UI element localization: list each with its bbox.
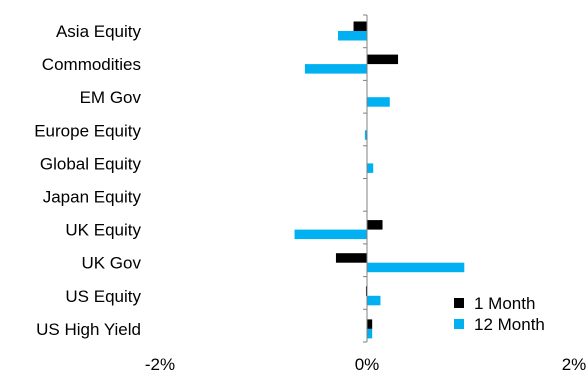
category-labels: Asia Equity Commodities EM Gov Europe Equit… [34, 22, 141, 339]
bar-1-month [367, 220, 383, 230]
bar-1-month [365, 286, 367, 296]
bar-12-month [367, 295, 381, 306]
category-label: Commodities [42, 55, 141, 74]
bar-12-month [367, 97, 390, 107]
x-tick-label: 2% [562, 355, 587, 374]
axes [363, 14, 368, 343]
bar-12-month [294, 229, 367, 240]
category-label: US High Yield [36, 320, 141, 339]
x-tick-labels: -2% 0% 2% [145, 355, 586, 374]
x-tick-label: -2% [145, 355, 175, 374]
category-label: UK Equity [65, 221, 141, 240]
bars-group [294, 21, 465, 339]
x-tick-label: 0% [355, 355, 380, 374]
bar-1-month [353, 21, 367, 31]
legend-label-1-month: 1 Month [474, 294, 535, 313]
legend-label-12-month: 12 Month [474, 315, 545, 334]
bar-1-month [335, 253, 367, 263]
category-label: Europe Equity [34, 121, 141, 140]
category-label: EM Gov [80, 88, 142, 107]
category-label: Japan Equity [43, 188, 142, 207]
bar-12-month [367, 262, 465, 273]
bar-1-month [367, 319, 373, 329]
bar-12-month [338, 31, 367, 41]
legend: 1 Month 12 Month [454, 294, 545, 334]
category-label: Global Equity [40, 154, 142, 173]
bar-12-month [364, 130, 367, 140]
bar-12-month [304, 64, 367, 74]
bar-12-month [367, 328, 373, 339]
category-label: UK Gov [81, 254, 141, 273]
bar-1-month [367, 54, 399, 65]
legend-swatch-1-month [454, 298, 464, 308]
bar-12-month [367, 163, 374, 173]
category-label: Asia Equity [56, 22, 142, 41]
legend-swatch-12-month [454, 319, 464, 329]
category-label: US Equity [65, 287, 141, 306]
